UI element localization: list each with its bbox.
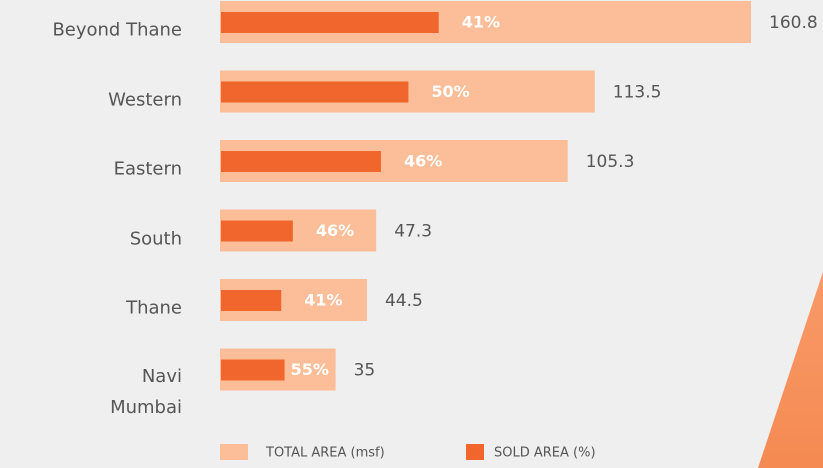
- category-label: Eastern: [113, 158, 182, 180]
- total-label: 160.8: [769, 13, 818, 33]
- total-label: 105.3: [586, 152, 635, 172]
- sold-label: 55%: [291, 360, 329, 379]
- legend-swatch: [220, 444, 248, 460]
- category-label: South: [129, 228, 182, 249]
- total-label: 44.5: [385, 291, 423, 311]
- decoration: [758, 272, 823, 468]
- sold-label: 46%: [316, 221, 354, 240]
- sold-label: 50%: [431, 82, 469, 101]
- total-label: 47.3: [394, 222, 432, 242]
- sold-bar: [221, 290, 282, 311]
- total-label: 35: [354, 361, 376, 381]
- legend-label: SOLD AREA (%): [494, 446, 596, 461]
- sold-bar: [221, 359, 285, 381]
- legend-swatch: [466, 444, 484, 460]
- sold-label: 41%: [462, 13, 500, 32]
- sold-label: 41%: [304, 291, 342, 310]
- sold-label: 46%: [404, 152, 442, 171]
- category-label: Thane: [126, 297, 182, 319]
- sold-bar: [221, 151, 381, 172]
- category-label: Beyond Thane: [52, 19, 182, 41]
- category-label: Western: [108, 89, 182, 110]
- total-label: 113.5: [613, 83, 662, 103]
- legend-label: TOTAL AREA (msf): [265, 446, 385, 461]
- sold-bar: [221, 81, 409, 103]
- sold-bar: [221, 12, 439, 33]
- category-label: Navi Mumbai: [110, 365, 182, 418]
- sold-bar: [221, 220, 293, 242]
